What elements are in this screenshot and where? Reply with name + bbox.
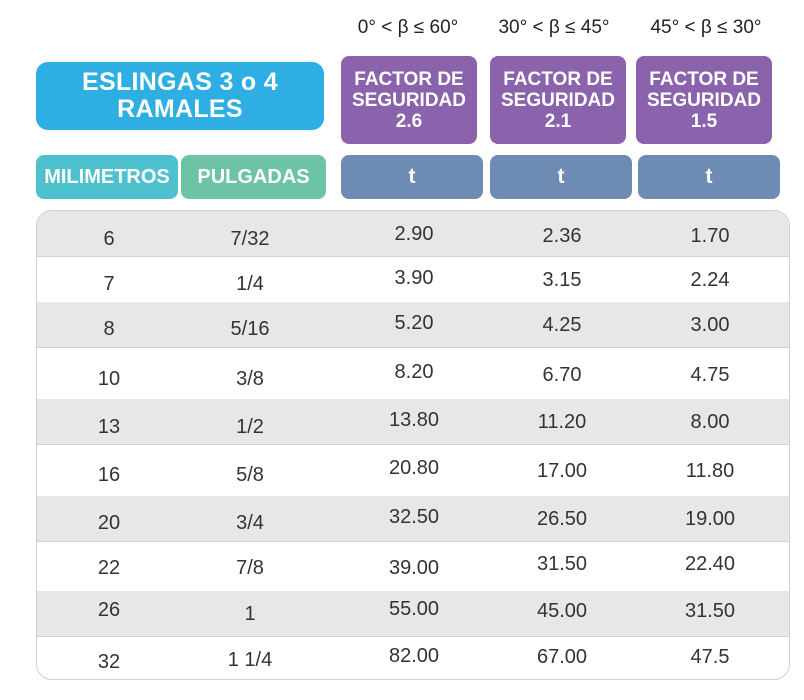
- cell-mm: 16: [97, 464, 121, 486]
- cell-inches: 3/4: [236, 512, 264, 534]
- factor-line2: SEGURIDAD: [646, 89, 761, 111]
- factor-line2: SEGURIDAD: [351, 89, 466, 111]
- table-row: 13 1/2 13.80 11.20 8.00: [37, 399, 789, 445]
- table-row: 16 5/8 20.80 17.00 11.80: [37, 444, 789, 497]
- cell-factor-2-6: 8.20: [394, 361, 434, 383]
- load-table: 6 7/32 2.90 2.36 1.70 7 1/4 3.90 3.15 2.…: [36, 210, 790, 680]
- cell-factor-1-5: 22.40: [684, 553, 736, 575]
- table-row: 20 3/4 32.50 26.50 19.00: [37, 496, 789, 542]
- cell-factor-2-6: 82.00: [388, 645, 440, 667]
- cell-factor-2-1: 3.15: [542, 269, 582, 291]
- table-title: ESLINGAS 3 o 4 RAMALES: [36, 62, 324, 130]
- cell-factor-1-5: 11.80: [685, 460, 735, 482]
- cell-factor-2-6: 32.50: [388, 506, 440, 528]
- factor-value: 1.5: [690, 110, 718, 132]
- cell-inches: 7/8: [236, 557, 264, 579]
- cell-factor-2-1: 6.70: [542, 364, 582, 386]
- cell-factor-2-6: 5.20: [394, 312, 434, 334]
- factor-line1: FACTOR DE: [354, 68, 464, 90]
- cell-factor-2-6: 13.80: [388, 409, 440, 431]
- cell-inches: 1/2: [236, 416, 264, 438]
- factor-header-2-1: FACTOR DE SEGURIDAD 2.1: [490, 56, 626, 144]
- cell-mm: 32: [97, 651, 121, 673]
- factor-header-2-6: FACTOR DE SEGURIDAD 2.6: [341, 56, 477, 144]
- factor-header-1-5: FACTOR DE SEGURIDAD 1.5: [636, 56, 772, 144]
- cell-inches: 7/32: [230, 228, 270, 250]
- column-header-millimeters: MILIMETROS: [36, 155, 178, 199]
- cell-mm: 10: [97, 368, 121, 390]
- table-row: 6 7/32 2.90 2.36 1.70: [37, 211, 789, 257]
- cell-mm: 22: [97, 557, 121, 579]
- angle-label-2: 30° < β ≤ 45°: [498, 17, 610, 38]
- table-row: 32 1 1/4 82.00 67.00 47.5: [37, 636, 789, 679]
- angle-label-3: 45° < β ≤ 30°: [650, 17, 762, 38]
- cell-inches: 1/4: [236, 273, 264, 295]
- cell-inches: 5/16: [230, 318, 270, 340]
- cell-factor-2-1: 26.50: [536, 508, 588, 530]
- column-header-unit-1-5: t: [638, 155, 780, 199]
- column-header-unit-2-6: t: [341, 155, 483, 199]
- cell-factor-2-1: 2.36: [542, 225, 582, 247]
- cell-mm: 7: [103, 273, 115, 295]
- cell-factor-1-5: 1.70: [690, 225, 730, 247]
- cell-inches: 5/8: [236, 464, 264, 486]
- table-row: 8 5/16 5.20 4.25 3.00: [37, 302, 789, 348]
- cell-inches: 1: [244, 603, 256, 625]
- table-row: 26 1 55.00 45.00 31.50: [37, 591, 789, 637]
- angle-label-1: 0° < β ≤ 60°: [357, 17, 459, 38]
- cell-factor-1-5: 2.24: [690, 269, 730, 291]
- factor-value: 2.6: [395, 110, 423, 132]
- cell-factor-2-6: 39.00: [388, 557, 440, 579]
- table-row: 10 3/8 8.20 6.70 4.75: [37, 347, 789, 400]
- cell-mm: 8: [103, 318, 115, 340]
- cell-mm: 13: [97, 416, 121, 438]
- cell-factor-2-6: 55.00: [388, 598, 440, 620]
- cell-factor-1-5: 47.5: [690, 646, 730, 668]
- factor-line1: FACTOR DE: [503, 68, 613, 90]
- factor-line2: SEGURIDAD: [500, 89, 615, 111]
- factor-value: 2.1: [544, 110, 572, 132]
- cell-factor-1-5: 31.50: [684, 600, 736, 622]
- cell-inches: 3/8: [236, 368, 264, 390]
- cell-factor-2-6: 3.90: [394, 267, 434, 289]
- cell-factor-2-1: 67.00: [536, 646, 588, 668]
- cell-factor-2-1: 17.00: [536, 460, 588, 482]
- cell-factor-2-1: 31.50: [536, 553, 588, 575]
- table-title-text: ESLINGAS 3 o 4 RAMALES: [82, 68, 278, 123]
- column-header-unit-2-1: t: [490, 155, 632, 199]
- factor-line1: FACTOR DE: [649, 68, 759, 90]
- table-row: 7 1/4 3.90 3.15 2.24: [37, 256, 789, 303]
- cell-factor-2-1: 11.20: [537, 411, 587, 433]
- table-row: 22 7/8 39.00 31.50 22.40: [37, 541, 789, 592]
- cell-factor-2-6: 2.90: [394, 223, 434, 245]
- cell-factor-2-1: 4.25: [542, 314, 582, 336]
- cell-factor-2-6: 20.80: [388, 457, 440, 479]
- cell-factor-1-5: 8.00: [690, 411, 730, 433]
- cell-mm: 6: [103, 228, 115, 250]
- column-header-inches: PULGADAS: [181, 155, 326, 199]
- cell-factor-2-1: 45.00: [536, 600, 588, 622]
- cell-inches: 1 1/4: [227, 649, 273, 671]
- cell-mm: 26: [97, 599, 121, 621]
- cell-factor-1-5: 4.75: [690, 364, 730, 386]
- cell-factor-1-5: 3.00: [690, 314, 730, 336]
- cell-mm: 20: [97, 512, 121, 534]
- cell-factor-1-5: 19.00: [684, 508, 736, 530]
